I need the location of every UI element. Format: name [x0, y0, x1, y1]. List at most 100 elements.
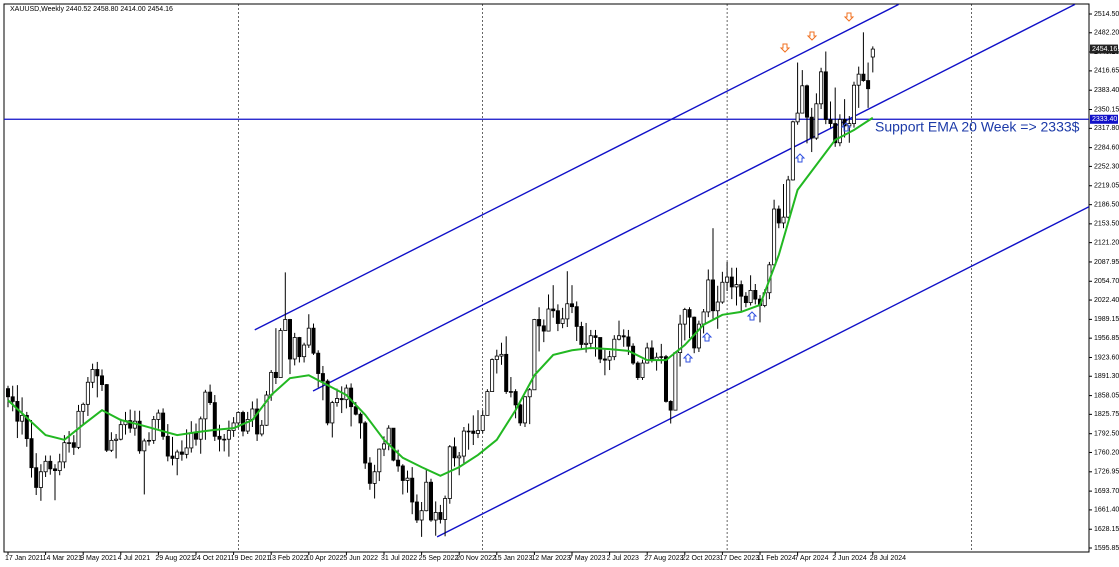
arrow-down: [843, 12, 855, 22]
candle-body: [278, 330, 283, 378]
candle-body: [142, 440, 147, 452]
candle-body: [565, 303, 570, 320]
candle-body: [687, 309, 692, 318]
candle-body: [471, 430, 476, 434]
candle-body: [283, 319, 288, 331]
candle-body: [95, 369, 100, 377]
candle-body: [659, 356, 664, 358]
x-tick-label: 14 Mar 2021: [43, 555, 82, 562]
candle-body: [212, 402, 217, 437]
candle-body: [306, 327, 311, 346]
y-tick-label: 2121.20: [1094, 239, 1119, 246]
x-tick-label: 20 Nov 2022: [456, 555, 496, 562]
x-tick-label: 9 May 2021: [80, 555, 117, 562]
candle-body: [372, 471, 377, 484]
arrow-down: [806, 31, 818, 41]
candle-body: [715, 301, 720, 312]
candle-body: [109, 439, 114, 451]
candle-body: [626, 336, 631, 347]
candle-body: [5, 388, 10, 398]
candle-body: [358, 413, 363, 424]
y-tick-label: 1989.15: [1094, 316, 1119, 323]
candle-body: [786, 179, 791, 218]
candle-body: [739, 284, 744, 297]
plot-area: [4, 4, 1089, 552]
candle-body: [851, 84, 856, 124]
candle-body: [81, 403, 86, 412]
candle-body: [814, 103, 819, 139]
candle-body: [560, 318, 565, 324]
candle-body: [217, 435, 222, 440]
candle-body: [706, 279, 711, 313]
x-tick-label: 5 Jun 2022: [343, 555, 378, 562]
candle-body: [602, 358, 607, 361]
candle-body: [175, 451, 180, 459]
candle-body: [292, 337, 297, 360]
y-tick-label: 1891.30: [1094, 373, 1119, 380]
candle-body: [640, 362, 645, 378]
candle-body: [480, 414, 485, 431]
candle-body: [29, 438, 34, 469]
candle-body: [363, 422, 368, 464]
x-tick-label: 12 Mar 2023: [531, 555, 570, 562]
candle-body: [645, 347, 650, 364]
candle-body: [781, 216, 786, 224]
candle-body: [99, 375, 104, 385]
candle-body: [682, 309, 687, 325]
arrow-down: [779, 43, 791, 53]
candle-body: [245, 419, 250, 432]
candle-body: [330, 402, 335, 424]
y-tick-label: 2383.40: [1094, 87, 1119, 94]
x-tick-label: 27 Aug 2023: [644, 555, 683, 562]
candle-body: [588, 335, 593, 344]
candle-body: [461, 430, 466, 457]
axes: 2514.502482.202449.152416.652383.402350.…: [5, 11, 1119, 562]
candle-body: [457, 455, 462, 459]
candle-body: [433, 512, 438, 521]
x-tick-label: 25 Sep 2022: [419, 555, 459, 562]
candle-body: [621, 335, 626, 338]
candle-body: [414, 501, 419, 521]
candle-body: [579, 326, 584, 345]
candle-body: [748, 290, 753, 304]
x-tick-label: 13 Feb 2022: [268, 555, 307, 562]
candle-body: [287, 319, 292, 360]
x-tick-label: 2 Jun 2024: [832, 555, 867, 562]
candle-body: [339, 398, 344, 401]
candle-body: [156, 412, 161, 420]
candle-body: [259, 424, 264, 435]
y-tick-label: 2482.20: [1094, 30, 1119, 37]
support-label: 2333.40: [1092, 116, 1117, 123]
candle-body: [546, 308, 551, 332]
y-tick-label: 2317.80: [1094, 125, 1119, 132]
arrow-up: [682, 353, 694, 363]
last-price-label: 2454.16: [1092, 46, 1117, 53]
candle-body: [513, 391, 518, 406]
candle-body: [522, 396, 527, 424]
candle-body: [532, 319, 537, 391]
candle-body: [678, 323, 683, 353]
candle-body: [161, 412, 166, 437]
candle-body: [20, 414, 25, 422]
candle-body: [184, 447, 189, 455]
candle-body: [537, 319, 542, 327]
candle-body: [334, 398, 339, 403]
y-tick-label: 2252.30: [1094, 163, 1119, 170]
candle-body: [584, 342, 589, 345]
candle-body: [48, 460, 53, 470]
annotation: Support EMA 20 Week => 2333$: [875, 119, 1080, 135]
candle-body: [776, 208, 781, 224]
candle-body: [381, 443, 386, 450]
candle-body: [62, 442, 67, 463]
candle-body: [772, 208, 777, 266]
candle-body: [720, 281, 725, 303]
candle-body: [165, 435, 170, 457]
y-tick-label: 2054.70: [1094, 278, 1119, 285]
candle-body: [616, 335, 621, 340]
x-tick-label: 19 Dec 2021: [231, 555, 271, 562]
candle-body: [635, 362, 640, 378]
x-tick-label: 11 Feb 2024: [757, 555, 796, 562]
candle-body: [71, 442, 76, 448]
x-tick-label: 10 Apr 2022: [306, 555, 344, 562]
candle-body: [837, 119, 842, 144]
